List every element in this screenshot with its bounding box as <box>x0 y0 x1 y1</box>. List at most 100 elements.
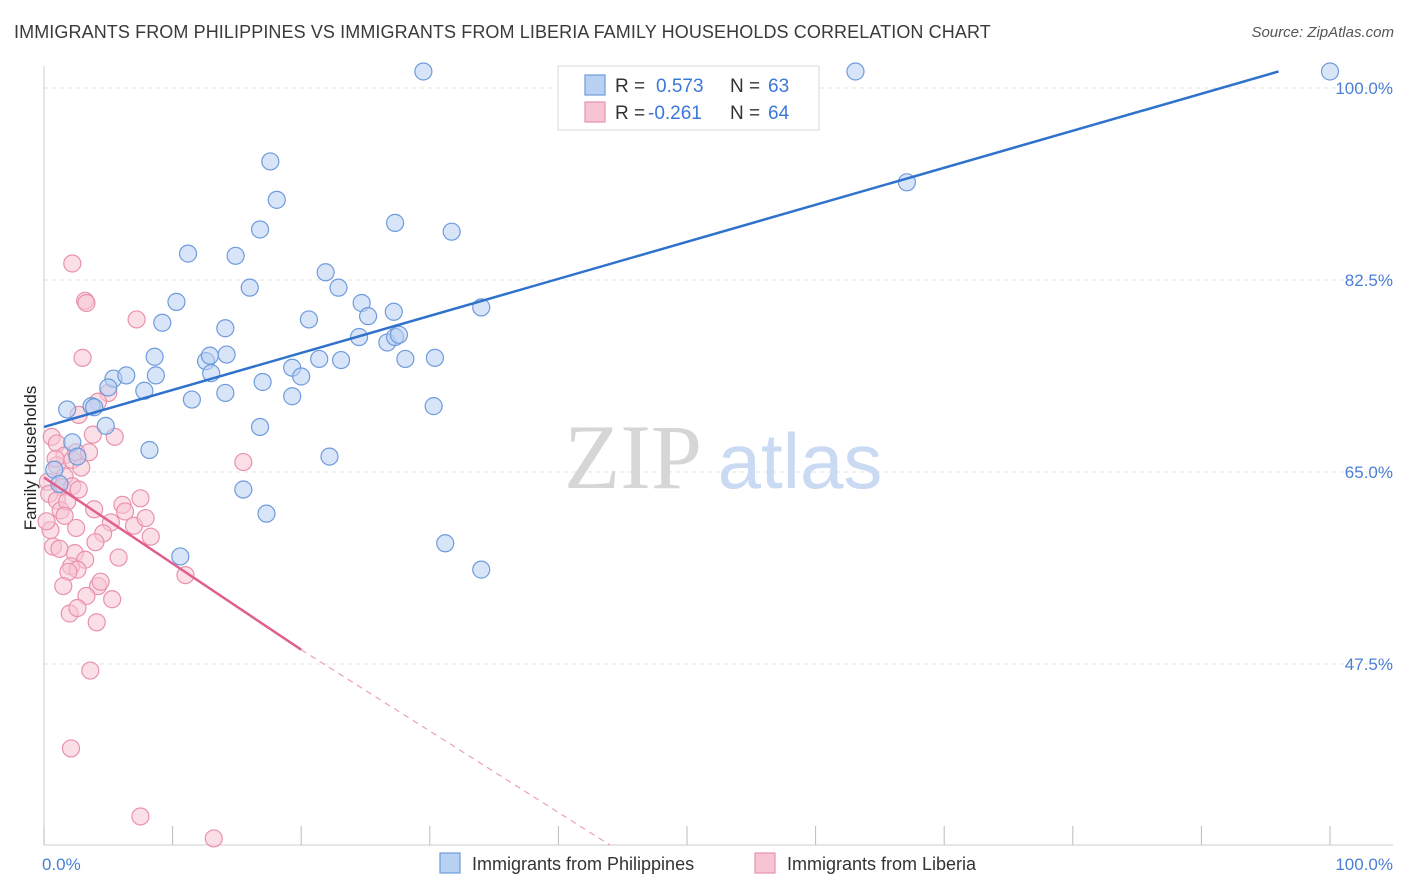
philippines-point-9 <box>178 244 198 263</box>
y-axis-label: Family Households <box>21 386 40 531</box>
liberia-point-60 <box>67 518 86 538</box>
x-tick-labels: 0.0% 100.0% <box>42 855 1393 874</box>
liberia-point-2 <box>77 293 96 313</box>
philippines-point-62 <box>50 474 69 494</box>
philippines-point-48 <box>424 397 443 416</box>
philippines-point-0 <box>414 62 433 81</box>
liberia-point-35 <box>86 533 105 552</box>
x-tick-label-0: 0.0% <box>42 855 81 874</box>
liberia-point-8 <box>83 425 102 444</box>
liberia-point-25 <box>131 489 150 508</box>
y-tick-label-2: 82.5% <box>1345 271 1393 290</box>
correlation-legend: R = 0.573 N = 63 R = -0.261 N = 64 <box>557 65 820 131</box>
philippines-point-6 <box>250 220 270 239</box>
philippines-point-33 <box>217 345 236 364</box>
liberia-point-61 <box>109 548 128 567</box>
liberia-trend-line <box>43 476 302 651</box>
philippines-point-61 <box>472 560 491 579</box>
philippines-point-40 <box>253 372 272 392</box>
legend-swatch-liberia <box>584 101 606 123</box>
legend-r-value-1: 0.573 <box>656 76 704 97</box>
philippines-point-8 <box>442 222 461 241</box>
philippines-point-28 <box>331 350 351 370</box>
philippines-point-41 <box>99 378 118 397</box>
philippines-point-30 <box>389 325 409 344</box>
philippines-point-52 <box>140 440 159 460</box>
philippines-trend-line <box>43 70 1279 429</box>
liberia-point-52 <box>131 807 150 826</box>
watermark: ZIP atlas <box>564 406 882 508</box>
philippines-point-15 <box>167 292 186 311</box>
philippines-point-49 <box>58 400 77 419</box>
philippines-point-12 <box>240 278 259 297</box>
liberia-point-18 <box>234 452 253 472</box>
liberia-point-34 <box>141 527 160 546</box>
philippines-point-44 <box>182 390 201 409</box>
liberia-points <box>37 254 253 848</box>
liberia-point-48 <box>87 613 106 632</box>
y-tick-label-3: 100.0% <box>1335 79 1393 98</box>
philippines-point-47 <box>250 417 270 437</box>
philippines-point-51 <box>96 416 115 435</box>
philippines-point-19 <box>358 307 378 326</box>
philippines-point-11 <box>316 263 335 282</box>
philippines-point-10 <box>226 246 245 265</box>
liberia-point-31 <box>136 508 155 528</box>
philippines-point-59 <box>436 534 455 553</box>
philippines-point-43 <box>216 383 235 403</box>
liberia-point-4 <box>73 348 92 367</box>
philippines-point-20 <box>384 302 403 321</box>
bottom-legend-label-philippines: Immigrants from Philippines <box>472 854 694 874</box>
series-legend: Immigrants from Philippines Immigrants f… <box>439 852 977 874</box>
source-credit: Source: ZipAtlas.com <box>1251 24 1394 41</box>
liberia-point-63 <box>55 506 74 525</box>
liberia-trend-extension <box>300 649 611 846</box>
liberia-point-50 <box>81 661 100 680</box>
bottom-legend-swatch-philippines <box>439 852 461 874</box>
bottom-legend-label-liberia: Immigrants from Liberia <box>787 854 977 874</box>
legend-n-label-2: N = <box>730 103 760 124</box>
legend-n-value-2: 64 <box>768 103 790 124</box>
liberia-point-46 <box>103 590 122 609</box>
philippines-point-17 <box>216 319 235 338</box>
philippines-point-57 <box>234 480 253 499</box>
philippines-point-18 <box>299 310 319 329</box>
philippines-point-2 <box>1320 62 1340 81</box>
chart-title: IMMIGRANTS FROM PHILIPPINES VS IMMIGRANT… <box>14 22 991 42</box>
liberia-point-49 <box>68 598 87 618</box>
axes <box>43 66 1393 846</box>
liberia-point-54 <box>37 512 56 531</box>
philippines-point-16 <box>153 313 172 332</box>
liberia-point-45 <box>77 586 96 606</box>
gridlines <box>44 87 1393 665</box>
liberia-point-29 <box>115 502 135 521</box>
philippines-point-4 <box>267 190 286 209</box>
legend-n-value-1: 63 <box>768 76 789 97</box>
liberia-point-59 <box>50 539 69 558</box>
philippines-point-7 <box>385 213 405 232</box>
philippines-point-46 <box>283 387 302 406</box>
liberia-point-3 <box>127 310 146 329</box>
philippines-point-29 <box>396 349 415 369</box>
philippines-points <box>45 62 1340 579</box>
liberia-point-53 <box>204 829 223 848</box>
philippines-point-31 <box>425 348 445 367</box>
philippines-point-32 <box>200 346 219 365</box>
y-tick-label-0: 47.5% <box>1345 655 1393 674</box>
legend-r-value-2: -0.261 <box>648 103 702 124</box>
philippines-point-53 <box>320 447 339 466</box>
liberia-point-21 <box>69 480 88 499</box>
y-tick-labels: 47.5% 65.0% 82.5% 100.0% <box>1335 79 1393 674</box>
philippines-point-60 <box>171 547 190 566</box>
y-tick-label-1: 65.0% <box>1345 463 1393 482</box>
watermark-zip: ZIP <box>564 406 702 508</box>
liberia-point-51 <box>61 739 81 758</box>
philippines-point-39 <box>146 366 165 385</box>
philippines-point-25 <box>145 347 164 366</box>
philippines-point-1 <box>846 62 865 81</box>
legend-n-label-1: N = <box>730 76 760 97</box>
liberia-point-0 <box>63 254 82 273</box>
philippines-point-38 <box>292 367 311 386</box>
bottom-legend-swatch-liberia <box>754 852 776 874</box>
